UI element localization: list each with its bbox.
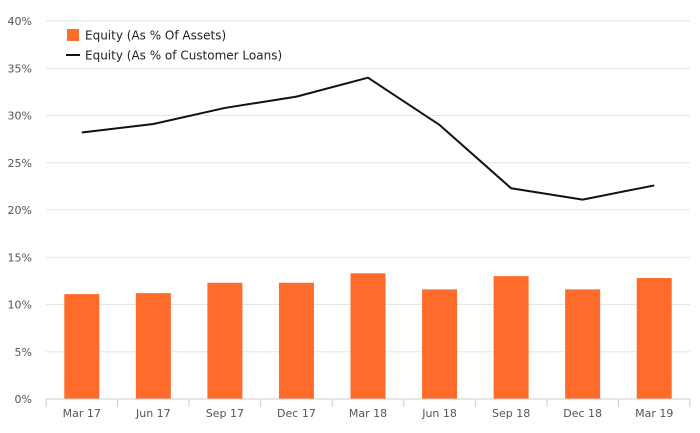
bar [422, 289, 458, 399]
bar [350, 273, 386, 399]
y-tick-label: 35% [8, 62, 32, 75]
bar [493, 276, 529, 399]
bar-series [64, 273, 672, 399]
line-series [81, 76, 655, 201]
bar [207, 282, 243, 399]
x-tick-label: Dec 18 [563, 407, 602, 420]
y-tick-label: 40% [8, 15, 32, 28]
y-tick-label: 15% [8, 251, 32, 264]
bar [565, 289, 601, 399]
x-tick-label: Jun 18 [421, 407, 457, 420]
legend: Equity (As % Of Assets) Equity (As % of … [66, 29, 282, 63]
x-tick-label: Dec 17 [277, 407, 316, 420]
bar [135, 293, 171, 399]
y-tick-label: 5% [15, 346, 32, 359]
y-tick-label: 0% [15, 393, 32, 406]
legend-swatch-assets [67, 29, 79, 41]
legend-label-assets: Equity (As % Of Assets) [85, 29, 226, 43]
legend-label-loans: Equity (As % of Customer Loans) [85, 49, 282, 63]
series-line [81, 76, 655, 201]
y-axis: 0% 5% 10% 15% 20% 25% 30% 35% 40% [8, 15, 32, 406]
y-tick-label: 20% [8, 204, 32, 217]
x-tick-label: Sep 17 [206, 407, 244, 420]
x-tick-label: Sep 18 [492, 407, 530, 420]
x-tick-label: Jun 17 [135, 407, 171, 420]
bar [278, 282, 314, 399]
x-axis: Mar 17 Jun 17 Sep 17 Dec 17 Mar 18 Jun 18 Sep … [45, 398, 691, 420]
x-tick-label: Mar 17 [63, 407, 101, 420]
y-tick-label: 30% [8, 110, 32, 123]
y-tick-label: 10% [8, 299, 32, 312]
y-tick-label: 25% [8, 157, 32, 170]
bar [64, 294, 100, 399]
bar [636, 278, 672, 399]
x-tick-label: Mar 19 [635, 407, 673, 420]
x-tick-label: Mar 18 [349, 407, 387, 420]
